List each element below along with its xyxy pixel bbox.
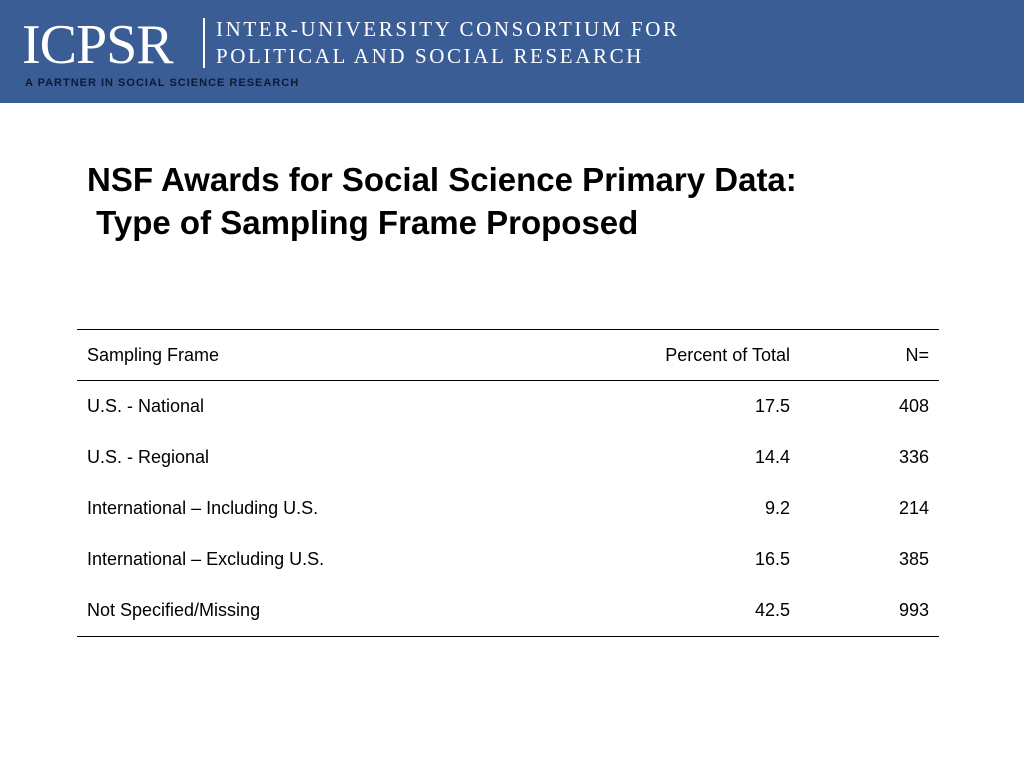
header-percent-of-total: Percent of Total bbox=[665, 344, 790, 365]
header-sampling-frame: Sampling Frame bbox=[87, 344, 220, 365]
slide-title: NSF Awards for Social Science Primary Da… bbox=[87, 158, 797, 244]
table-row: International – Including U.S. 9.2 214 bbox=[77, 483, 939, 534]
logo-divider bbox=[203, 18, 205, 68]
cell-sampling-frame: International – Excluding U.S. bbox=[87, 549, 325, 569]
organization-name: INTER-UNIVERSITY CONSORTIUM FOR POLITICA… bbox=[216, 16, 680, 70]
cell-n: 336 bbox=[898, 447, 929, 467]
cell-n: 385 bbox=[898, 549, 929, 569]
cell-percent: 42.5 bbox=[754, 600, 790, 620]
cell-sampling-frame: Not Specified/Missing bbox=[87, 600, 261, 620]
slide-title-line-2: Type of Sampling Frame Proposed bbox=[87, 204, 639, 241]
cell-percent: 9.2 bbox=[764, 498, 790, 518]
cell-n: 993 bbox=[898, 600, 929, 620]
cell-percent: 17.5 bbox=[754, 396, 790, 416]
cell-percent: 16.5 bbox=[754, 549, 790, 569]
icpsr-logo: ICPSR bbox=[22, 14, 174, 76]
table-row: International – Excluding U.S. 16.5 385 bbox=[77, 534, 939, 585]
cell-sampling-frame: International – Including U.S. bbox=[87, 498, 319, 518]
header-n: N= bbox=[905, 344, 929, 365]
cell-n: 408 bbox=[898, 396, 929, 416]
org-name-line-2: POLITICAL AND SOCIAL RESEARCH bbox=[216, 44, 644, 68]
table-row: Not Specified/Missing 42.5 993 bbox=[77, 585, 939, 637]
table-header-row: Sampling Frame Percent of Total N= bbox=[77, 329, 939, 381]
slide-title-line-1: NSF Awards for Social Science Primary Da… bbox=[87, 161, 797, 198]
cell-sampling-frame: U.S. - National bbox=[87, 396, 205, 416]
sampling-frame-table: Sampling Frame Percent of Total N= U.S. … bbox=[77, 329, 939, 637]
org-name-line-1: INTER-UNIVERSITY CONSORTIUM FOR bbox=[216, 17, 680, 41]
cell-percent: 14.4 bbox=[754, 447, 790, 467]
cell-sampling-frame: U.S. - Regional bbox=[87, 447, 210, 467]
table-row: U.S. - National 17.5 408 bbox=[77, 381, 939, 433]
sampling-frame-table-container: Sampling Frame Percent of Total N= U.S. … bbox=[77, 329, 939, 637]
tagline: A PARTNER IN SOCIAL SCIENCE RESEARCH bbox=[25, 77, 300, 89]
table-row: U.S. - Regional 14.4 336 bbox=[77, 432, 939, 483]
cell-n: 214 bbox=[898, 498, 929, 518]
header-banner: ICPSR INTER-UNIVERSITY CONSORTIUM FOR PO… bbox=[0, 0, 1024, 103]
